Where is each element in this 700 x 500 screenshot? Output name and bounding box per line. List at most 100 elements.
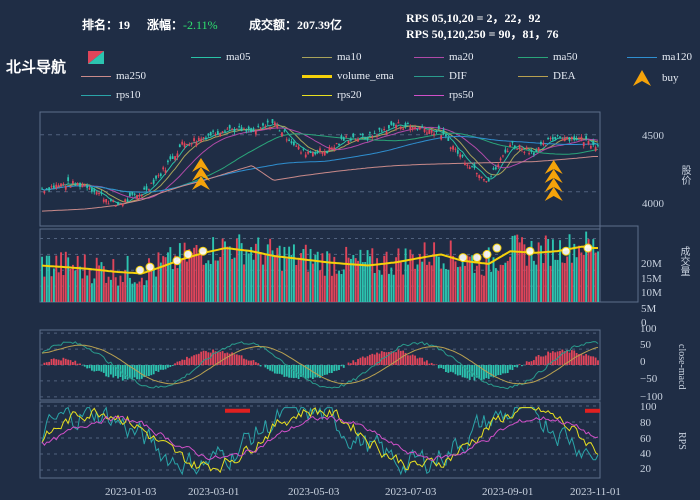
macd-histogram-bar <box>221 351 224 365</box>
legend-swatch <box>302 56 332 58</box>
legend-item-ma250[interactable]: ma250 <box>81 70 146 82</box>
legend-item-ma50[interactable]: ma50 <box>518 51 577 63</box>
macd-histogram-bar <box>136 365 138 380</box>
legend-item-ma120[interactable]: ma120 <box>627 51 692 63</box>
candle-body <box>561 139 564 141</box>
volume-bar <box>107 276 110 302</box>
volume-bar <box>98 265 101 302</box>
candle-body <box>323 151 326 156</box>
volume-bar <box>544 235 547 302</box>
macd-histogram-bar <box>164 365 167 370</box>
macd-histogram-bar <box>483 365 485 380</box>
candle-body <box>264 126 267 128</box>
volume-bar <box>266 244 269 302</box>
macd-histogram-bar <box>90 365 93 371</box>
volume-bar <box>418 254 421 302</box>
macd-histogram-bar <box>330 365 333 373</box>
volume-bar <box>90 283 93 302</box>
candle-body <box>55 184 58 189</box>
candle-body <box>433 133 435 136</box>
volume-bar <box>528 251 531 302</box>
volume-bar <box>138 281 141 302</box>
candle-body <box>219 133 222 137</box>
x-tick-label: 2023-11-01 <box>570 486 621 498</box>
macd-histogram-bar <box>373 354 376 365</box>
rps-long-info: RPS 50,120,250 = 90，81，76 <box>406 27 559 41</box>
volume-bar <box>304 244 307 302</box>
legend-item-volume-ema[interactable]: volume_ema <box>302 70 394 82</box>
legend-item-rps20[interactable]: rps20 <box>302 89 361 101</box>
legend-item-DEA[interactable]: DEA <box>518 70 576 82</box>
macd-histogram-bar <box>126 365 129 380</box>
candle-body <box>542 142 545 145</box>
macd-histogram-bar <box>102 365 105 373</box>
macd-histogram-bar <box>518 364 521 365</box>
candle-body <box>540 141 542 145</box>
candle-body <box>74 184 77 186</box>
macd-histogram-bar <box>575 352 578 365</box>
candle-body <box>513 145 516 148</box>
volume-bar <box>102 266 105 302</box>
macd-histogram-bar <box>86 365 89 369</box>
macd-histogram-bar <box>568 352 571 365</box>
macd-histogram-bar <box>516 365 519 368</box>
legend-item-rps10[interactable]: rps10 <box>81 89 140 101</box>
volume-bar <box>124 270 127 302</box>
volume-signal-dot <box>492 243 502 253</box>
buy-arrow-icon <box>633 70 651 86</box>
macd-histogram-bar <box>228 353 231 365</box>
candle-body <box>167 160 169 163</box>
volume-bar <box>554 259 557 302</box>
rps20-line <box>41 406 599 474</box>
candle-body <box>202 137 205 139</box>
volume-bar <box>525 265 528 302</box>
x-tick-label: 2023-03-01 <box>188 486 240 498</box>
legend-item-rps50[interactable]: rps50 <box>414 89 473 101</box>
candle-body <box>338 143 340 145</box>
rps-axis-label: RPS <box>676 432 687 450</box>
macd-histogram-bar <box>302 365 305 378</box>
macd-histogram-bar <box>60 360 62 365</box>
macd-histogram-bar <box>307 365 310 379</box>
macd-histogram-bar <box>321 365 324 376</box>
macd-histogram-bar <box>532 360 535 365</box>
legend-item-ma10[interactable]: ma10 <box>302 51 361 63</box>
candle-body <box>107 203 110 205</box>
macd-histogram-bar <box>416 358 419 365</box>
macd-histogram-bar <box>464 365 466 378</box>
candle-body <box>102 199 105 202</box>
candle-body <box>136 194 138 199</box>
legend-swatch <box>414 56 444 58</box>
candle-body <box>364 138 367 140</box>
macd-histogram-bar <box>423 361 426 365</box>
volume-bar <box>349 258 352 302</box>
volume-bar <box>587 239 590 302</box>
candle-body <box>326 151 329 154</box>
volume-bar <box>311 263 314 302</box>
volume-bar <box>376 258 379 302</box>
buy-signal-arrow <box>544 169 563 183</box>
candle-body <box>556 134 559 136</box>
candle-body <box>105 199 108 203</box>
legend-item-ma20[interactable]: ma20 <box>414 51 473 63</box>
candle-body <box>207 133 210 136</box>
macd-histogram-bar <box>152 365 155 375</box>
volume-tick-label: 20M <box>641 258 662 270</box>
candle-body <box>235 128 238 130</box>
macd-histogram-bar <box>537 354 540 365</box>
legend-item-buy[interactable]: buy <box>627 70 679 86</box>
legend-color-icon[interactable] <box>88 51 104 64</box>
macd-histogram-bar <box>76 363 79 365</box>
legend-item-ma05[interactable]: ma05 <box>191 51 250 63</box>
macd-histogram-bar <box>252 360 255 365</box>
candle-body <box>468 167 471 169</box>
legend-item-DIF[interactable]: DIF <box>414 70 467 82</box>
volume-bar <box>71 264 74 302</box>
legend-label: buy <box>662 72 679 84</box>
volume-bar <box>285 258 288 302</box>
price-panel <box>39 111 601 227</box>
volume-bar <box>323 275 326 302</box>
volume-bar <box>83 254 86 302</box>
macd-histogram-bar <box>121 365 124 381</box>
